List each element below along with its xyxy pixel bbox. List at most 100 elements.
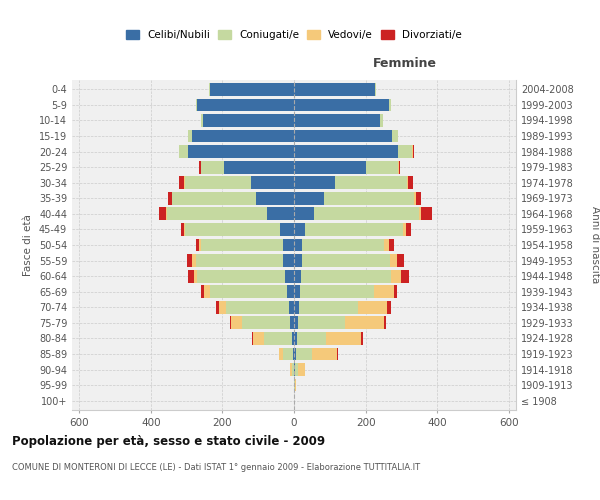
Bar <box>203 114 294 127</box>
Bar <box>210 286 287 298</box>
Bar <box>251 176 294 189</box>
Bar <box>299 301 358 314</box>
Bar <box>408 176 413 189</box>
Bar <box>294 145 398 158</box>
Bar <box>242 316 290 329</box>
Bar <box>197 270 285 282</box>
Bar <box>394 286 397 298</box>
Bar <box>326 332 361 345</box>
Text: Femmine: Femmine <box>373 57 437 70</box>
Bar <box>210 83 294 96</box>
Bar <box>196 254 283 267</box>
Bar <box>283 254 294 267</box>
Bar <box>416 192 421 204</box>
Bar <box>294 208 314 220</box>
Bar <box>188 130 192 142</box>
Bar <box>384 238 389 252</box>
Bar <box>294 130 392 142</box>
Bar <box>187 254 192 267</box>
Bar <box>335 176 407 189</box>
Bar <box>199 161 200 173</box>
Bar <box>188 145 294 158</box>
Bar <box>181 223 184 236</box>
Bar <box>301 270 391 282</box>
Bar <box>168 192 172 204</box>
Bar <box>192 254 196 267</box>
Bar <box>216 301 219 314</box>
Bar <box>219 301 226 314</box>
Bar <box>374 83 376 96</box>
Text: COMUNE DI MONTERONI DI LECCE (LE) - Dati ISTAT 1° gennaio 2009 - Elaborazione TU: COMUNE DI MONTERONI DI LECCE (LE) - Dati… <box>12 463 420 472</box>
Bar <box>325 192 414 204</box>
Bar <box>201 286 205 298</box>
Bar <box>205 286 210 298</box>
Bar <box>263 332 292 345</box>
Bar <box>256 192 294 204</box>
Bar <box>294 363 295 376</box>
Bar <box>414 192 416 204</box>
Bar <box>294 176 335 189</box>
Bar <box>230 316 232 329</box>
Bar <box>199 238 201 252</box>
Bar <box>166 208 167 220</box>
Bar <box>401 270 409 282</box>
Bar <box>384 316 386 329</box>
Bar <box>294 286 301 298</box>
Bar <box>301 286 374 298</box>
Bar <box>294 254 302 267</box>
Bar <box>267 208 294 220</box>
Bar <box>194 270 197 282</box>
Bar <box>287 286 294 298</box>
Bar <box>185 223 280 236</box>
Bar <box>201 238 283 252</box>
Bar <box>294 98 389 112</box>
Bar <box>294 270 301 282</box>
Bar <box>294 223 305 236</box>
Bar <box>290 363 292 376</box>
Bar <box>196 238 199 252</box>
Bar <box>253 332 263 345</box>
Bar <box>374 286 394 298</box>
Bar <box>197 98 294 112</box>
Bar <box>294 192 325 204</box>
Bar <box>298 316 345 329</box>
Bar <box>289 301 294 314</box>
Y-axis label: Fasce di età: Fasce di età <box>23 214 33 276</box>
Bar <box>345 316 384 329</box>
Bar <box>389 238 394 252</box>
Bar <box>283 348 293 360</box>
Text: Popolazione per età, sesso e stato civile - 2009: Popolazione per età, sesso e stato civil… <box>12 435 325 448</box>
Bar <box>232 316 242 329</box>
Bar <box>188 270 194 282</box>
Bar <box>179 176 184 189</box>
Bar <box>392 130 398 142</box>
Bar <box>283 238 294 252</box>
Bar <box>419 208 421 220</box>
Legend: Celibi/Nubili, Coniugati/e, Vedovi/e, Divorziati/e: Celibi/Nubili, Coniugati/e, Vedovi/e, Di… <box>122 26 466 44</box>
Bar <box>172 192 256 204</box>
Y-axis label: Anni di nascita: Anni di nascita <box>590 206 600 284</box>
Bar <box>226 301 289 314</box>
Bar <box>302 238 384 252</box>
Bar <box>294 378 295 392</box>
Bar <box>292 363 294 376</box>
Bar <box>196 98 197 112</box>
Bar <box>365 161 398 173</box>
Bar <box>297 332 326 345</box>
Bar <box>337 348 338 360</box>
Bar <box>295 363 298 376</box>
Bar <box>305 223 403 236</box>
Bar <box>389 98 391 112</box>
Bar <box>294 238 302 252</box>
Bar <box>294 301 299 314</box>
Bar <box>397 254 404 267</box>
Bar <box>361 332 363 345</box>
Bar <box>391 270 401 282</box>
Bar <box>298 363 305 376</box>
Bar <box>380 114 383 127</box>
Bar <box>406 223 412 236</box>
Bar <box>294 83 374 96</box>
Bar <box>358 301 387 314</box>
Bar <box>407 176 408 189</box>
Bar <box>294 114 380 127</box>
